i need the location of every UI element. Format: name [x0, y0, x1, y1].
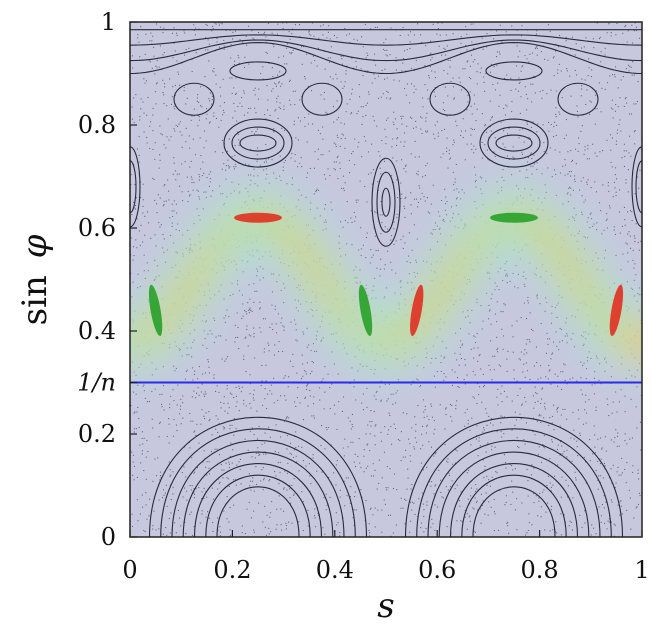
y-axis-label-var: φ: [15, 234, 55, 258]
x-tick-label-1: 0.2: [213, 556, 251, 584]
heat-peak-4: [410, 284, 424, 337]
heat-peak-2: [148, 284, 163, 337]
y-tick-label-1: 0.2: [78, 420, 116, 448]
x-tick-label-3: 0.6: [418, 556, 456, 584]
heat-peaks: [148, 212, 624, 337]
y-tick-label-2: 1/n: [77, 369, 116, 397]
x-tick-label-4: 0.8: [521, 556, 559, 584]
y-tick-label-3: 0.4: [78, 317, 116, 345]
heat-peak-0: [234, 212, 282, 223]
plot-frame: [129, 21, 643, 538]
x-axis-label: s: [377, 586, 394, 626]
y-axis-ticks: 0 0.2 1/n 0.4 0.6 0.8 1: [77, 8, 137, 551]
x-tick-label-5: 1: [634, 556, 649, 584]
heat-peak-5: [609, 284, 624, 337]
y-tick-label-5: 0.8: [78, 111, 116, 139]
y-tick-label-6: 1: [101, 8, 116, 36]
y-tick-label-0: 0: [101, 523, 116, 551]
y-tick-label-4: 0.6: [78, 214, 116, 242]
heat-peak-1: [490, 212, 538, 223]
x-axis-ticks: 0 0.2 0.4 0.6 0.8 1: [122, 530, 650, 584]
invariant-curves: [130, 29, 642, 537]
y-axis-label-fn: sin: [15, 275, 55, 325]
heat-peak-3: [358, 284, 373, 337]
x-tick-label-0: 0: [122, 556, 137, 584]
y-axis-label: sin φ: [15, 234, 55, 325]
x-tick-label-2: 0.4: [316, 556, 354, 584]
